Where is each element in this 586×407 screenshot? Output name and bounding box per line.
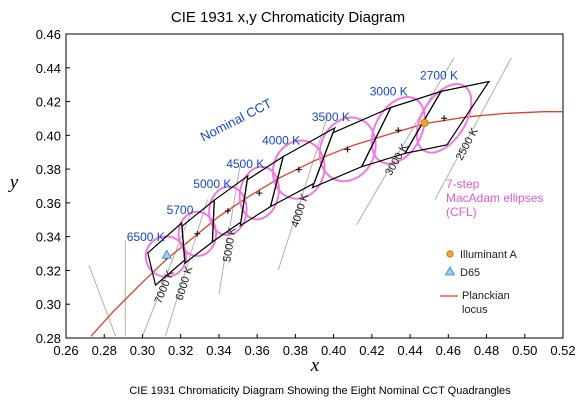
- center-marker: [395, 127, 402, 134]
- chart-title: CIE 1931 x,y Chromaticity Diagram: [171, 9, 405, 26]
- isotemperature-line: [141, 209, 193, 337]
- x-tick-label: 0.28: [92, 343, 117, 358]
- macadam-ellipse: [177, 210, 218, 257]
- macadam-ellipse: [238, 165, 280, 221]
- y-tick-label: 0.28: [36, 331, 61, 346]
- x-tick-label: 0.52: [550, 343, 575, 358]
- macadam-ellipse: [208, 185, 248, 237]
- isotemperature-label: 4000 K: [289, 191, 311, 228]
- isotemperature-label: 5000 K: [221, 226, 239, 263]
- x-tick-label: 0.40: [321, 343, 346, 358]
- isotemperature-line: [277, 114, 329, 271]
- cct-label: 2700 K: [420, 68, 458, 82]
- cct-label: 3000 K: [370, 84, 408, 98]
- plot-area: [65, 33, 564, 339]
- center-marker: [441, 115, 448, 122]
- cct-label: 4500 K: [226, 157, 264, 171]
- center-marker: [256, 190, 263, 197]
- legend-d65-marker: [444, 266, 456, 276]
- illuminant-points: [161, 118, 429, 259]
- y-axis-label: y: [8, 172, 19, 193]
- macadam-ellipses: [144, 83, 473, 278]
- macadam-ellipse: [144, 235, 188, 278]
- x-tick-label: 0.44: [397, 343, 422, 358]
- y-tick-label: 0.38: [36, 162, 61, 177]
- x-tick-label: 0.48: [474, 343, 499, 358]
- x-tick-label: 0.26: [53, 343, 78, 358]
- y-tick-label: 0.30: [36, 297, 61, 312]
- x-tick-label: 0.30: [130, 343, 155, 358]
- isotemperature-lines: [88, 57, 512, 337]
- x-tick-label: 0.42: [359, 343, 384, 358]
- y-axis-ticks: 0.28 0.30 0.32 0.34 0.36 0.38 0.40 0.42 0.44 0.46: [36, 27, 70, 346]
- ellipse-annotation: 7-step MacAdam ellipses (CFL): [446, 177, 543, 219]
- gray-guide-line: [88, 265, 117, 337]
- center-marker: [194, 230, 201, 237]
- x-tick-label: 0.36: [244, 343, 269, 358]
- cct-label: 4000 K: [262, 134, 300, 148]
- legend: Illuminant A D65 Planckian locus: [440, 249, 518, 316]
- cct-label: 5000 K: [193, 177, 231, 191]
- y-tick-label: 0.42: [36, 95, 61, 110]
- isotemperature-line: [434, 57, 512, 200]
- x-tick-label: 0.34: [206, 343, 231, 358]
- ellipse-label-line-1: 7-step: [446, 177, 480, 191]
- cct-label: 3500 K: [312, 110, 350, 124]
- y-tick-label: 0.40: [36, 128, 61, 143]
- legend-locus-label-line-1: Planckian: [462, 290, 510, 302]
- isotemperature-label: 3000 K: [383, 141, 411, 178]
- center-marker: [295, 166, 302, 173]
- cct-quadrangles: [147, 80, 491, 287]
- macadam-ellipse: [318, 116, 377, 183]
- x-tick-label: 0.46: [436, 343, 461, 358]
- x-tick-label: 0.32: [168, 343, 193, 358]
- y-tick-label: 0.34: [36, 230, 61, 245]
- x-axis-ticks: 0.26 0.28 0.30 0.32 0.34 0.36 0.38 0.40 0.42 0.44…: [53, 334, 576, 358]
- center-marker: [344, 146, 351, 153]
- isotemperature-label: 6000 K: [174, 264, 196, 301]
- plot-frame: [65, 33, 564, 339]
- isotemperature-label: 2500 K: [454, 125, 481, 162]
- ellipse-label-line-2: MacAdam ellipses: [446, 191, 543, 205]
- legend-illuminant-a-marker: [446, 250, 454, 258]
- x-tick-label: 0.50: [512, 343, 537, 358]
- isotemperature-line: [356, 57, 455, 226]
- legend-d65-label: D65: [460, 267, 480, 279]
- d65-point: [161, 249, 172, 259]
- y-tick-label: 0.46: [36, 27, 61, 42]
- chart-caption: CIE 1931 Chromaticity Diagram Showing th…: [129, 385, 511, 397]
- cct-label: 6500 K: [127, 230, 165, 244]
- illuminant-a-point: [420, 118, 429, 127]
- cct-quadrangle: [403, 80, 491, 155]
- y-tick-label: 0.32: [36, 263, 61, 278]
- legend-illuminant-a-label: Illuminant A: [460, 249, 518, 261]
- cct-label: 5700: [167, 203, 194, 217]
- x-tick-label: 0.38: [283, 343, 308, 358]
- y-tick-label: 0.44: [36, 61, 61, 76]
- legend-locus-label-line-2: locus: [462, 304, 488, 316]
- y-tick-label: 0.36: [36, 196, 61, 211]
- center-marker: [224, 207, 231, 214]
- x-axis-label: x: [310, 355, 320, 376]
- isotemperature-line: [164, 199, 208, 337]
- ellipse-label-line-3: (CFL): [446, 205, 477, 219]
